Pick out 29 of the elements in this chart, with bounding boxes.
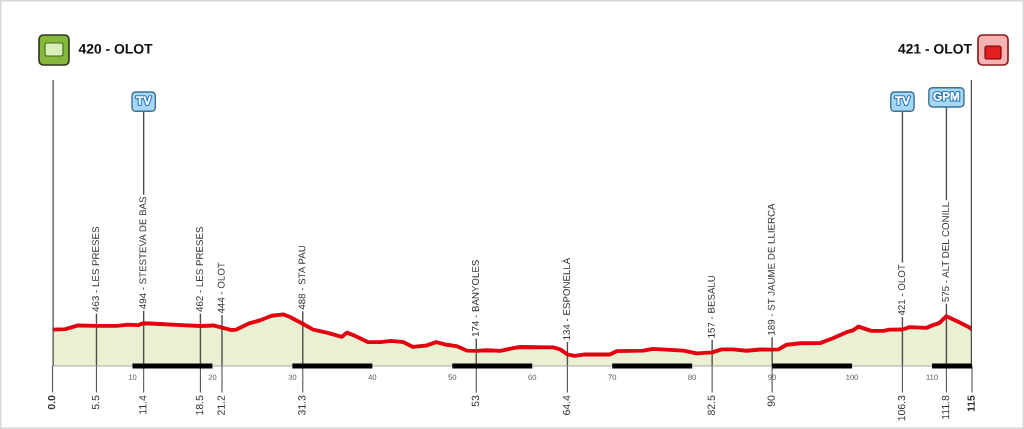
x-tick-label: 106.3 [897,395,906,421]
data-label: 174 - BANYOLES [471,260,479,337]
ref-line-label: 420 - OLOT [78,43,153,54]
x-tick-label: 31.3 [298,395,306,416]
x-tick-label: 90 [767,395,775,407]
data-label: 463 - LES PRESES [92,226,100,312]
x-tick-label: 21.2 [217,395,225,415]
data-label: 189 - ST JAUME DE LLIERCA [767,203,775,335]
x-tick-label: 0.0 [47,395,56,410]
data-label: 444 - OLOT [217,262,225,314]
data-label: 575 - ALT DEL CONILL [942,202,950,302]
annotation: TV [895,96,910,105]
ref-line-label: 421 - OLOT [898,43,972,54]
x-tick-label: 18.5 [195,395,204,415]
data-label: 462 - LES PRESES [196,227,204,312]
annotation: GPM [933,92,960,101]
x-tick-label: 5.5 [92,395,100,410]
data-label: 488 - STA PAU [298,245,306,310]
x-tick-label: 82.5 [707,395,715,415]
data-label: 421 - OLOT [898,264,906,316]
x-tick-label: 53 [471,395,480,407]
x-tick-label: 11.4 [139,395,147,414]
x-tick-label: 64.4 [562,395,571,415]
data-label: 494 - STESTEVA DE BAS [139,196,147,309]
x-tick-label: 111.8 [941,395,950,419]
data-label: 157 - BESALU [707,275,715,338]
data-label: 134 - ESPONELLÀ [561,257,571,340]
annotation: TV [136,96,152,105]
x-tick-label: 115 [967,395,975,412]
